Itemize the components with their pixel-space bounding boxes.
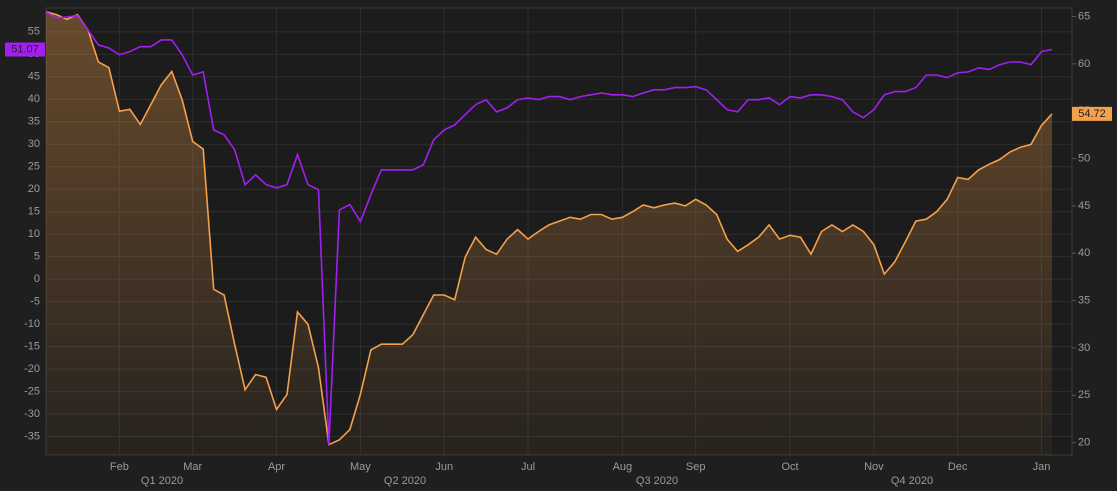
y-tick-label: 10 xyxy=(28,228,40,240)
y2-tick-label: 30 xyxy=(1078,342,1090,354)
y-tick-label: 55 xyxy=(28,26,40,38)
y-tick-label: -30 xyxy=(24,408,40,420)
value-tag xyxy=(1072,106,1112,121)
y-tick-label: 0 xyxy=(34,273,40,285)
x-tick-label: Jun xyxy=(435,461,453,473)
x-tick-label: Oct xyxy=(781,461,798,473)
area xyxy=(46,11,1052,456)
x-tick-label: Apr xyxy=(268,461,285,473)
y2-tick-label: 60 xyxy=(1078,58,1090,70)
y2-tick-label: 65 xyxy=(1078,10,1090,22)
x-tick-label: Dec xyxy=(948,461,968,473)
line xyxy=(45,11,1053,445)
line xyxy=(45,11,1053,446)
y-tick-label: -5 xyxy=(30,296,40,308)
quarter-label: Q1 2020 xyxy=(141,475,183,487)
y-tick-label: -35 xyxy=(24,430,40,442)
x-tick-label: Aug xyxy=(613,461,633,473)
y2-tick-label: 50 xyxy=(1078,152,1090,164)
x-tick-label: Nov xyxy=(864,461,884,473)
y2-tick-label: 40 xyxy=(1078,247,1090,259)
y-tick-label: -15 xyxy=(24,341,40,353)
value-tag xyxy=(5,42,45,57)
x-tick-label: Mar xyxy=(183,461,202,473)
y-tick-label: 25 xyxy=(28,161,40,173)
quarter-label: Q3 2020 xyxy=(636,475,678,487)
y-tick-label: 5 xyxy=(34,251,40,263)
y-tick-label: 15 xyxy=(28,206,40,218)
x-tick-label: Jul xyxy=(521,461,535,473)
x-tick-label: Sep xyxy=(686,461,706,473)
y-tick-label: 20 xyxy=(28,183,40,195)
y-tick-label: 45 xyxy=(28,71,40,83)
y2-tick-label: 25 xyxy=(1078,389,1090,401)
y-tick-label: 40 xyxy=(28,93,40,105)
y2-tick-label: 45 xyxy=(1078,200,1090,212)
quarter-label: Q2 2020 xyxy=(384,475,426,487)
y-tick-label: 30 xyxy=(28,138,40,150)
quarter-label: Q4 2020 xyxy=(891,475,933,487)
y-tick-label: 35 xyxy=(28,116,40,128)
y2-tick-label: 20 xyxy=(1078,437,1090,449)
y-tick-label: -25 xyxy=(24,385,40,397)
value-tag-label: 51.07 xyxy=(11,43,39,55)
x-tick-label: Feb xyxy=(110,461,129,473)
y2-tick-label: 35 xyxy=(1078,295,1090,307)
value-tag-label: 54.72 xyxy=(1078,108,1106,120)
x-tick-label: May xyxy=(350,461,371,473)
y-tick-label: -10 xyxy=(24,318,40,330)
x-tick-label: Jan xyxy=(1033,461,1051,473)
y-tick-label: -20 xyxy=(24,363,40,375)
